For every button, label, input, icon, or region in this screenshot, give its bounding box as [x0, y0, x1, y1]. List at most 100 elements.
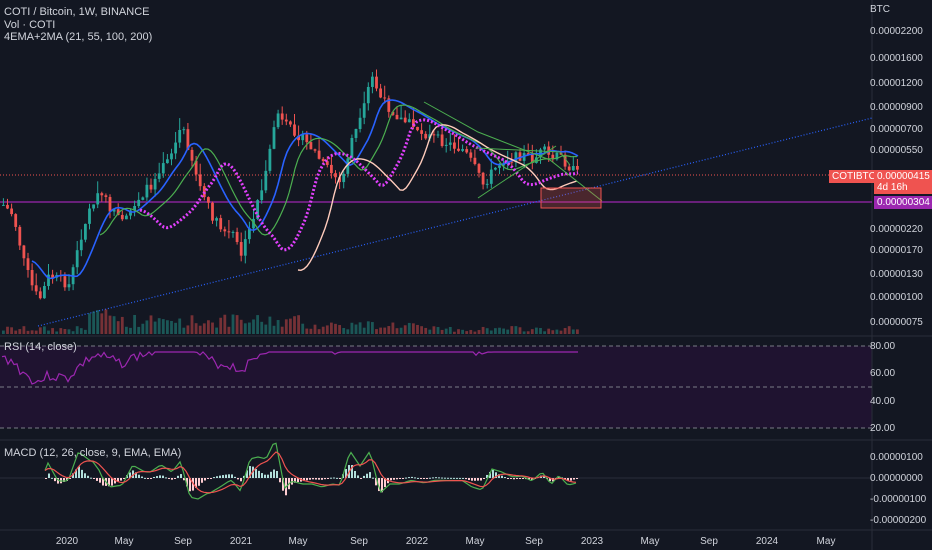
candle-body	[432, 134, 436, 136]
volume-bar	[366, 321, 370, 334]
volume-bar	[38, 327, 42, 334]
macd-histogram-bar	[465, 478, 467, 480]
rsi-line	[1, 351, 578, 385]
macd-histogram-bar	[417, 477, 419, 479]
volume-bar	[190, 315, 194, 334]
macd-histogram-bar	[165, 477, 167, 479]
volume-bar	[157, 318, 161, 334]
volume-bar	[22, 326, 26, 334]
candle-body	[325, 161, 329, 165]
candle-body	[149, 184, 153, 190]
macd-histogram-bar	[210, 478, 212, 479]
macd-histogram-bar	[273, 469, 275, 478]
candle-body	[571, 165, 575, 171]
macd-histogram-bar	[450, 477, 452, 479]
macd-histogram-bar	[570, 478, 572, 481]
macd-histogram-bar	[279, 478, 281, 483]
macd-histogram-bar	[141, 476, 143, 478]
time-label: Sep	[350, 536, 368, 547]
macd-histogram-bar	[366, 473, 368, 478]
candle-body	[375, 76, 378, 89]
volume-bar	[383, 327, 387, 334]
candle-body	[186, 129, 190, 150]
macd-histogram-bar	[174, 478, 176, 479]
candle-body	[494, 167, 497, 170]
wedge-lower-trendline[interactable]	[477, 145, 557, 199]
macd-histogram-bar	[498, 474, 500, 478]
candle-body	[182, 129, 186, 131]
volume-bar	[51, 328, 54, 334]
candle-body	[334, 173, 337, 178]
candle-body	[10, 208, 13, 215]
indicator-legend[interactable]: 4EMA+2MA (21, 55, 100, 200)	[4, 31, 153, 43]
macd-histogram-bar	[192, 478, 194, 491]
candle-body	[358, 117, 362, 129]
volume-bar	[543, 331, 546, 334]
candle-body	[252, 218, 255, 229]
macd-histogram-bar	[84, 473, 86, 478]
candle-body	[157, 173, 161, 179]
volume-legend[interactable]: Vol · COTI	[4, 19, 56, 31]
macd-histogram-bar	[243, 475, 245, 478]
macd-histogram-bar	[492, 469, 494, 478]
macd-histogram-bar	[402, 478, 404, 479]
candle-body	[535, 157, 538, 163]
macd-histogram-bar	[489, 471, 491, 478]
volume-bar	[219, 317, 223, 334]
wedge-inner-lines[interactable]	[475, 147, 571, 166]
volume-bar	[166, 320, 169, 334]
volume-bar	[428, 329, 432, 334]
volume-bar	[211, 322, 214, 334]
macd-tick: -0.00000200	[870, 515, 927, 526]
candle-body	[457, 148, 460, 151]
candle-body	[194, 160, 198, 175]
volume-bar	[305, 328, 309, 334]
ascending-trendline[interactable]	[37, 117, 873, 327]
macd-histogram-bar	[72, 473, 74, 478]
candle-body	[166, 159, 169, 164]
candle-body	[174, 142, 177, 154]
rsi-legend[interactable]: RSI (14, close)	[4, 341, 77, 353]
candle-body	[338, 177, 341, 183]
volume-bar	[92, 311, 95, 334]
symbol-title[interactable]: COTI / Bitcoin, 1W, BINANCE	[4, 6, 150, 18]
candle-body	[481, 172, 485, 185]
volume-bar	[448, 326, 452, 334]
rsi-tick: 60.00	[870, 368, 896, 379]
time-label: 2021	[229, 536, 253, 547]
macd-histogram-bar	[57, 478, 59, 484]
candle-body	[104, 195, 108, 197]
volume-bar	[2, 330, 5, 334]
volume-bar	[239, 319, 243, 334]
candle-body	[129, 210, 132, 216]
volume-bar	[289, 318, 292, 334]
macd-histogram-bar	[495, 472, 497, 478]
macd-histogram-bar	[264, 474, 266, 478]
volume-bar	[30, 330, 34, 334]
volume-bar	[133, 314, 136, 334]
candle-body	[424, 133, 428, 139]
candle-body	[371, 76, 374, 87]
macd-histogram-bar	[567, 478, 569, 482]
macd-tick: 0.00000100	[870, 452, 923, 463]
macd-histogram-bar	[375, 478, 377, 486]
wedge-upper-trendline[interactable]	[423, 101, 603, 202]
volume-bar	[84, 329, 87, 334]
target-zone-box[interactable]	[540, 187, 602, 209]
candle-body	[395, 114, 399, 120]
macd-histogram-bar	[438, 477, 440, 479]
volume-bar	[297, 315, 300, 334]
volume-bar	[440, 329, 444, 334]
macd-histogram-bar	[522, 478, 524, 479]
macd-histogram-bar	[447, 477, 449, 479]
macd-histogram-bar	[270, 471, 272, 478]
volume-bar	[268, 316, 272, 334]
macd-histogram-bar	[312, 478, 314, 480]
time-label: May	[816, 536, 836, 547]
volume-bar	[14, 330, 18, 334]
candle-body	[223, 229, 227, 232]
volume-bar	[170, 320, 173, 334]
macd-legend[interactable]: MACD (12, 26, close, 9, EMA, EMA)	[4, 447, 182, 459]
macd-histogram-bar	[168, 478, 170, 479]
